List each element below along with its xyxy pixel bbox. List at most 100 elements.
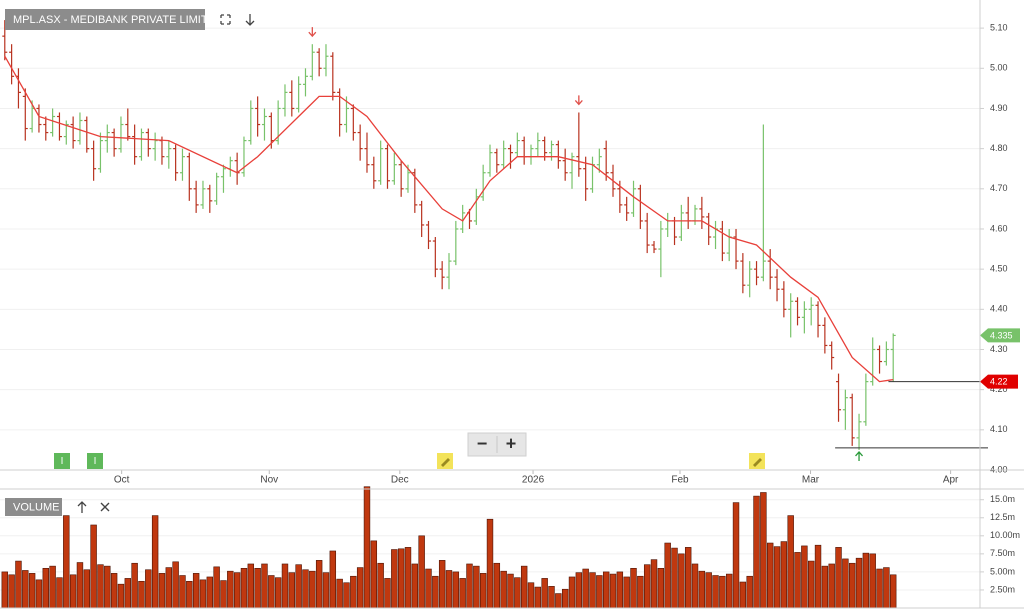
volume-bar: [773, 546, 781, 609]
volume-bar: [561, 588, 569, 609]
volume-bar: [8, 574, 15, 609]
volume-bar: [247, 563, 255, 609]
collapse-icon[interactable]: [245, 14, 255, 26]
volume-bar: [254, 567, 261, 609]
volume-bar: [637, 575, 644, 609]
volume-bar: [343, 582, 350, 609]
volume-bar: [309, 570, 316, 609]
volume-bar: [336, 578, 343, 609]
y-tick-label: 4.00: [990, 464, 1008, 474]
event-marker-label: I: [61, 456, 64, 467]
volume-bar: [445, 570, 453, 609]
zoom-in-button[interactable]: +: [506, 433, 517, 453]
volume-bar: [459, 578, 466, 609]
volume-bar: [302, 569, 309, 609]
volume-bar: [698, 570, 706, 609]
volume-title-box: [5, 498, 62, 516]
volume-bar: [69, 574, 77, 609]
y-tick-label: 4.70: [990, 183, 1008, 193]
x-tick-label: Feb: [671, 475, 689, 486]
volume-bar: [192, 573, 200, 609]
y-tick-label: 4.60: [990, 223, 1008, 233]
event-marker[interactable]: [87, 453, 103, 469]
volume-bar: [828, 563, 835, 609]
volume-bar: [616, 571, 624, 609]
volume-bar: [835, 547, 842, 609]
volume-bar: [807, 560, 815, 609]
y-tick-label: 4.30: [990, 344, 1008, 354]
volume-bar: [848, 562, 856, 609]
last-price-badge: [980, 328, 1020, 343]
volume-bar: [746, 575, 753, 609]
x-tick-label: Oct: [114, 475, 130, 486]
volume-bar: [821, 565, 829, 609]
volume-bar: [691, 563, 699, 609]
volume-bar: [425, 568, 432, 609]
volume-title: VOLUME: [13, 501, 59, 513]
volume-bar: [329, 550, 337, 609]
price-badge: [980, 374, 1018, 389]
chart-title: MPL.ASX - MEDIBANK PRIVATE LIMITED: [13, 14, 223, 26]
volume-bar: [274, 577, 282, 609]
event-marker-label: I: [94, 456, 97, 467]
x-tick-label: Apr: [943, 475, 959, 486]
sell-signal: [574, 95, 583, 106]
volume-bar: [240, 567, 248, 609]
volume-bar: [370, 540, 378, 609]
y-tick-label: 4.20: [990, 384, 1008, 394]
volume-bar: [438, 560, 446, 609]
volume-bar: [49, 565, 56, 609]
note-marker[interactable]: [749, 453, 765, 469]
volume-bar: [657, 567, 665, 609]
volume-bar: [418, 535, 425, 609]
volume-bar: [719, 575, 726, 609]
volume-bar: [206, 576, 214, 609]
volume-bar: [350, 575, 357, 609]
event-marker[interactable]: [54, 453, 70, 469]
y-tick-label: 4.50: [990, 264, 1008, 274]
volume-bar: [432, 575, 439, 609]
y-tick-label: 4.80: [990, 143, 1008, 153]
note-marker[interactable]: [437, 453, 453, 469]
volume-bar: [397, 548, 405, 609]
volume-bar: [548, 586, 555, 609]
price-badge-label: 4.22: [990, 376, 1008, 386]
volume-bar: [138, 580, 145, 609]
volume-bar: [862, 552, 870, 609]
volume-bar: [801, 545, 808, 609]
volume-bar: [356, 567, 364, 609]
volume-bar: [514, 577, 521, 609]
volume-bar: [842, 558, 849, 609]
volume-bar: [90, 524, 97, 609]
zoom-out-button[interactable]: −: [477, 433, 488, 453]
y-tick-label: 4.10: [990, 424, 1008, 434]
volume-bar: [261, 563, 268, 609]
x-tick-label: Dec: [391, 475, 409, 486]
volume-bar: [602, 571, 610, 609]
y-tick-label: 5.00: [990, 63, 1008, 73]
volume-bar: [288, 572, 296, 609]
volume-bar: [520, 565, 528, 609]
volume-bar: [534, 586, 542, 609]
volume-bar: [15, 560, 22, 609]
volume-bar: [725, 573, 733, 609]
volume-bar: [589, 572, 596, 609]
volume-bar: [199, 579, 207, 609]
volume-bar: [124, 578, 132, 609]
x-tick-label: 2026: [522, 475, 545, 486]
volume-bar: [479, 573, 487, 609]
volume-bar: [110, 573, 118, 609]
volume-bar: [97, 564, 104, 609]
volume-bar: [145, 569, 152, 609]
volume-bar: [609, 573, 617, 609]
close-icon[interactable]: [100, 502, 110, 512]
x-tick-label: Mar: [802, 475, 820, 486]
volume-bar: [766, 542, 774, 609]
y-tick-label: 4.90: [990, 103, 1008, 113]
volume-bar: [377, 562, 384, 609]
volume-bar: [753, 495, 760, 609]
move-up-icon[interactable]: [77, 501, 87, 513]
fullscreen-icon[interactable]: [220, 14, 231, 25]
volume-bar: [220, 580, 227, 609]
volume-bar: [466, 563, 473, 609]
